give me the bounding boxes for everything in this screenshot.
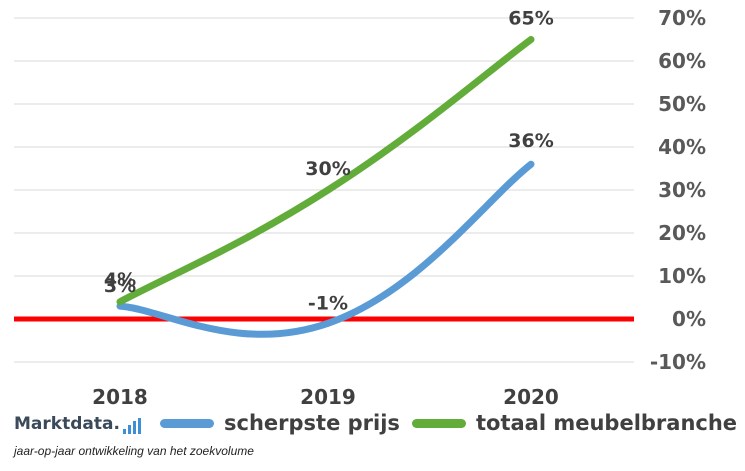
legend-label: scherpste prijs <box>224 411 400 435</box>
y-tick-label: 20% <box>658 221 706 245</box>
data-label: 4% <box>104 269 136 291</box>
data-label: 3% <box>104 275 136 297</box>
y-tick-label: 60% <box>658 49 706 73</box>
data-label: 65% <box>508 8 553 30</box>
chart: -10% 0% 10% 20% 30% 40% 50% 60% 70% 2018 2019 2020… <box>14 6 706 409</box>
series-line <box>116 36 535 306</box>
legend-swatch-green <box>412 418 466 428</box>
y-tick-label: -10% <box>650 350 706 374</box>
series-line <box>116 160 535 338</box>
y-tick-label: 30% <box>658 178 706 202</box>
x-tick-label: 2018 <box>92 385 148 409</box>
legend-item-totaal-meubelbranche: totaal meubelbranche <box>412 411 737 435</box>
y-tick-label: 40% <box>658 135 706 159</box>
brand-logo: Marktdata. <box>14 414 141 434</box>
brand-name: Marktdata. <box>14 414 120 434</box>
data-label: 30% <box>305 158 350 180</box>
caption: jaar-op-jaar ontwikkeling van het zoekvo… <box>14 444 254 458</box>
y-tick-label: 70% <box>658 6 706 30</box>
data-label: -1% <box>308 292 348 314</box>
x-tick-label: 2019 <box>300 385 356 409</box>
data-label: 36% <box>508 130 553 152</box>
legend-label: totaal meubelbranche <box>476 411 738 435</box>
y-tick-label: 10% <box>658 264 706 288</box>
legend: Marktdata. scherpste prijs totaal meubel… <box>0 411 745 441</box>
y-tick-label: 50% <box>658 92 706 116</box>
bar-chart-icon <box>122 418 141 434</box>
legend-swatch-blue <box>160 418 214 428</box>
x-tick-label: 2020 <box>503 385 559 409</box>
legend-item-scherpste-prijs: scherpste prijs <box>160 411 400 435</box>
y-tick-label: 0% <box>672 307 706 331</box>
